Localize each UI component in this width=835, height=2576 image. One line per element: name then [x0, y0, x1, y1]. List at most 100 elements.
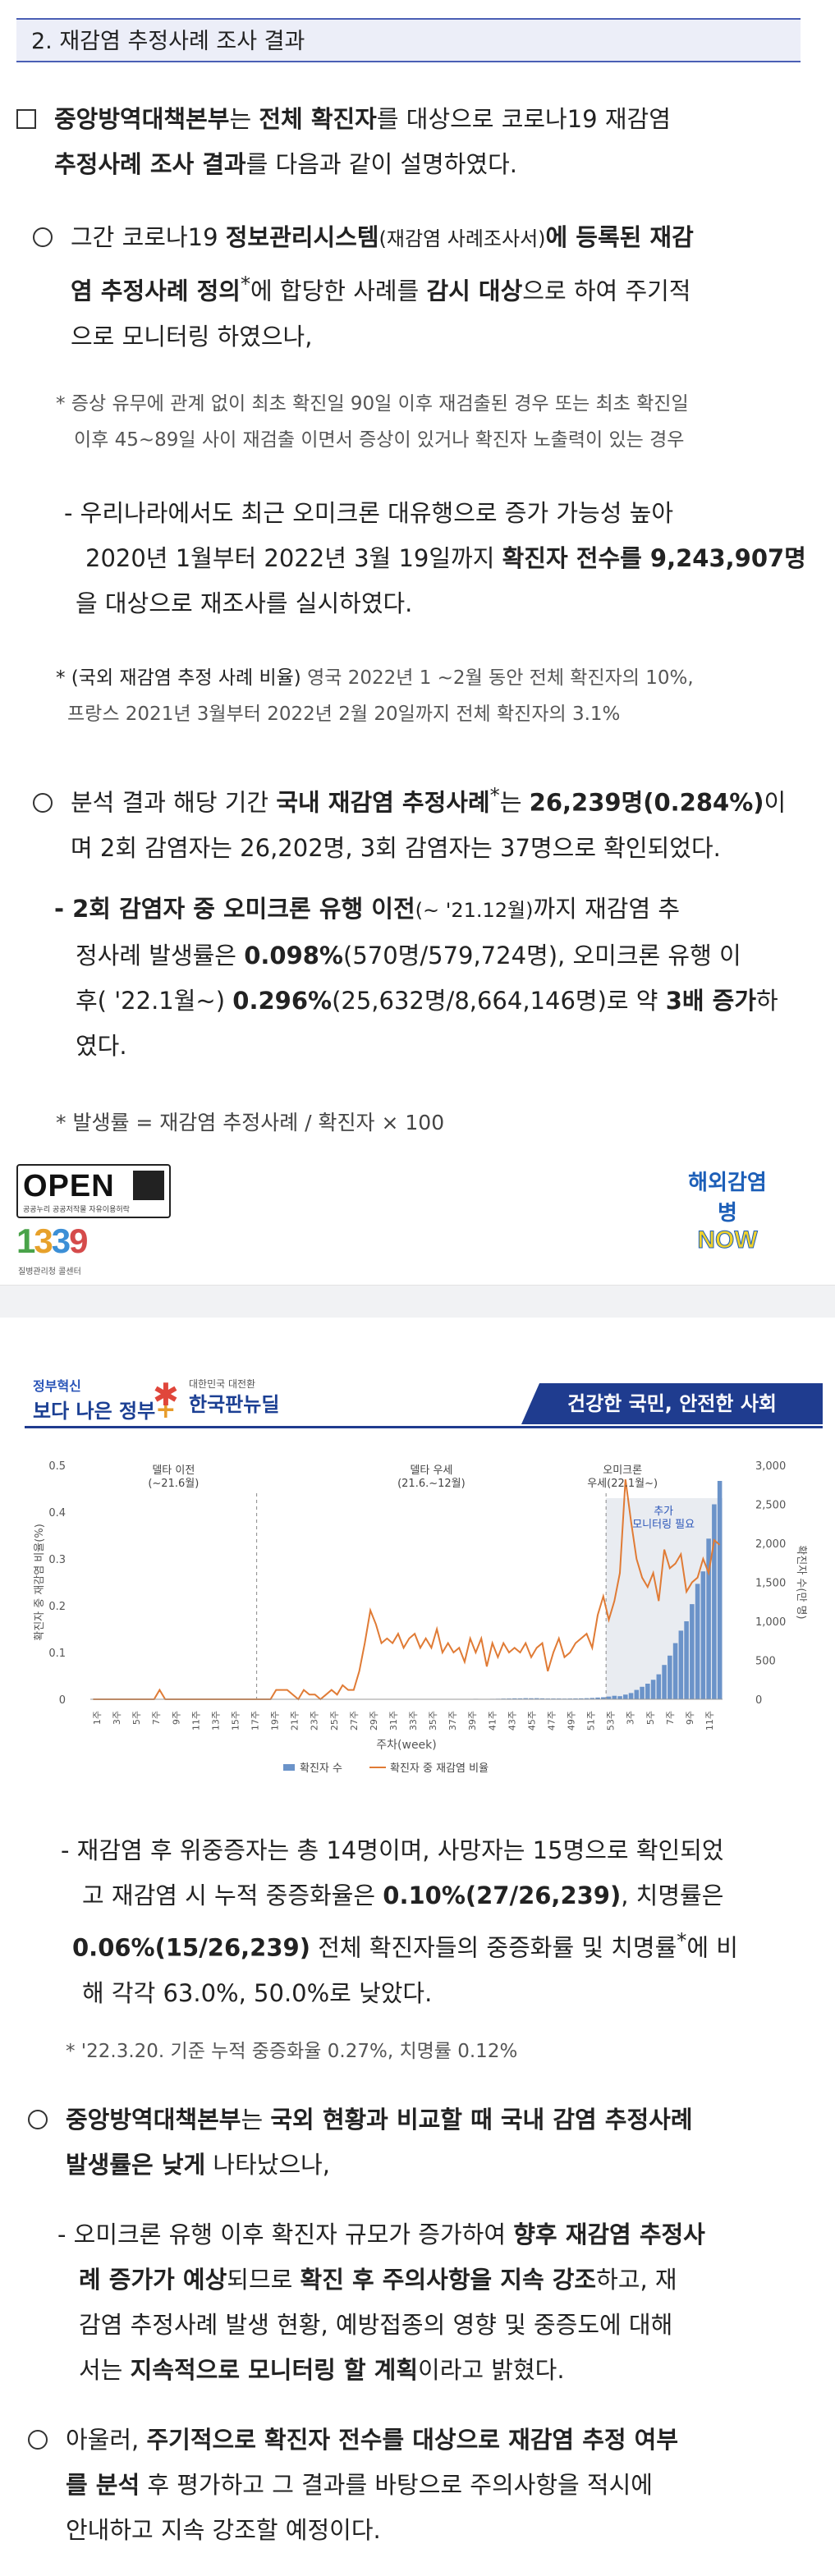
y-right-tick-label: 1,000 [755, 1616, 786, 1629]
item-text: 해 각각 63.0%, 50.0%로 낮았다. [82, 1978, 433, 2007]
bar-confirmed-cases [662, 1665, 667, 1699]
item-text: 며 2회 감염자는 26,202명, 3회 감염자는 37명으로 확인되었다. [71, 833, 721, 862]
reinfection-chart: 0 0.1 0.2 0.3 0.4 0.5 0 500 1,000 1,500 2,000 2,500… [34, 1460, 807, 1775]
item-text: 주기적으로 확진자 전수를 대상으로 재감염 추정 여부 [146, 2426, 679, 2454]
new-deal-logo-text: 한국판뉴딜 [189, 1393, 280, 1416]
x-tick-label: 5주 [645, 1711, 656, 1725]
bar-confirmed-cases [695, 1584, 700, 1699]
y-left-tick-label: 0.3 [48, 1554, 66, 1566]
bar-confirmed-cases [634, 1689, 640, 1699]
callcenter-subtext: 질병관리청 콜센터 [18, 1267, 81, 1277]
bar-confirmed-cases [573, 1698, 578, 1699]
bar-confirmed-cases [700, 1571, 706, 1699]
bar-confirmed-cases [684, 1621, 689, 1699]
section-title: 2. 재감염 추정사례 조사 결과 [16, 18, 801, 62]
item-text: 이 [764, 788, 787, 817]
x-tick-label: 35주 [428, 1711, 438, 1730]
new-deal-logo-text: 대한민국 대전환 [189, 1378, 256, 1390]
annotation-omicron: 오미크론 [603, 1464, 642, 1477]
x-tick-label: 9주 [171, 1711, 181, 1725]
annotation-monitoring: 모니터링 필요 [632, 1519, 695, 1531]
item-text: , 치명률은 [621, 1882, 724, 1909]
bar-confirmed-cases [539, 1698, 545, 1699]
item-text: 으로 하여 주기적 [522, 277, 691, 305]
circle-item-comparison: 중앙방역대책본부는 국외 현황과 비교할 때 국내 감염 추정사례 발생률은 낮… [28, 2097, 824, 2188]
item-text: 까지 재감염 추 [533, 895, 681, 923]
bar-confirmed-cases [590, 1698, 595, 1699]
circle-bullet-icon [33, 227, 53, 247]
item-text: 3배 증가 [665, 987, 757, 1015]
bar-confirmed-cases [712, 1504, 717, 1699]
item-text: 례 증가가 예상 [79, 2266, 227, 2294]
item-text: 아울러, [66, 2426, 147, 2454]
footnote-formula: * 발생률 = 재감염 추정사례 / 확진자 × 100 [56, 1111, 445, 1134]
item-text: 는 [241, 2106, 271, 2134]
footnote-foreign-ratio: * (국외 재감염 추정 사례 비율) 영국 2022년 1 ~2월 동안 전체… [56, 660, 819, 732]
bar-confirmed-cases [623, 1694, 628, 1699]
x-tick-label: 33주 [408, 1711, 419, 1730]
y-left-tick-label: 0.5 [48, 1460, 66, 1473]
annotation-delta-dominant: 델타 우세 [410, 1464, 452, 1477]
x-tick-label: 13주 [210, 1711, 221, 1730]
item-text: 발생률은 낮게 [66, 2151, 206, 2179]
item-text: - 재감염 후 위중증자는 총 14명이며, 사망자는 15명으로 확인되었 [61, 1836, 724, 1864]
x-tick-label: 31주 [388, 1711, 399, 1730]
item-text: 는 [499, 788, 530, 817]
x-tick-label: 49주 [567, 1711, 577, 1730]
item-text: 후( '22.1월~) [76, 987, 233, 1015]
x-tick-label: 41주 [487, 1711, 498, 1730]
item-text: 향후 재감염 추정사 [513, 2221, 705, 2248]
y-left-tick-label: 0 [59, 1694, 66, 1707]
open-logo-text: OPEN [23, 1169, 115, 1203]
bar-confirmed-cases [534, 1698, 539, 1699]
item-text: 에 합당한 사례를 [250, 277, 427, 305]
y-right-tick-label: 500 [755, 1656, 776, 1668]
x-tick-label: 11주 [704, 1711, 715, 1730]
x-tick-label: 45주 [526, 1711, 537, 1730]
y-left-tick-label: 0.4 [48, 1507, 66, 1519]
annotation-monitoring: 추가 [654, 1506, 673, 1518]
bar-confirmed-cases [512, 1698, 517, 1699]
item-text: * [677, 1929, 687, 1952]
x-tick-label: 17주 [250, 1711, 261, 1730]
y-right-tick-label: 2,500 [755, 1500, 786, 1512]
x-tick-label: 47주 [546, 1711, 557, 1730]
item-text: 2020년 1월부터 2022년 3월 19일까지 [85, 544, 502, 572]
x-tick-label: 19주 [270, 1711, 281, 1730]
x-tick-label: 51주 [586, 1711, 597, 1730]
x-tick-label: 1주 [92, 1711, 103, 1725]
x-tick-label: 21주 [290, 1711, 301, 1730]
bar-confirmed-cases [650, 1680, 656, 1699]
circle-item-monitoring: 그간 코로나19 정보관리시스템(재감염 사례조사서)에 등록된 재감 염 추정… [33, 215, 821, 360]
square-bullet-icon [16, 109, 36, 129]
bar-confirmed-cases [529, 1698, 534, 1699]
item-text: 전체 확진자들의 중증화률 및 치명률 [310, 1933, 677, 1962]
intro-text: 중앙방역대책본부 [54, 105, 230, 133]
overseas-infection-now-logo: 해외감염병 NOW [686, 1166, 768, 1254]
y-right-tick-label: 3,000 [755, 1460, 786, 1473]
bar-confirmed-cases [645, 1684, 650, 1699]
x-tick-label: 3주 [112, 1711, 122, 1725]
dash-item-plan: - 오미크론 유행 이후 확진자 규모가 증가하여 향후 재감염 추정사 례 증… [57, 2212, 824, 2393]
bar-confirmed-cases [578, 1698, 584, 1699]
note-text: 프랑스 2021년 3월부터 2022년 2월 20일까지 전체 확진자의 3.… [67, 704, 621, 725]
y-right-tick-label: 1,500 [755, 1578, 786, 1590]
bar-confirmed-cases [690, 1604, 695, 1699]
x-tick-label: 11주 [190, 1711, 201, 1730]
item-text: 감시 대상 [426, 277, 523, 305]
x-tick-label: 15주 [230, 1711, 241, 1730]
item-text: - 오미크론 유행 이후 확진자 규모가 증가하여 [57, 2221, 514, 2248]
item-text: - 우리나라에서도 최근 오미크론 대유행으로 증가 가능성 높아 [64, 499, 673, 527]
footnote-baseline-rates: * '22.3.20. 기준 누적 중증화율 0.27%, 치명률 0.12% [66, 2041, 518, 2062]
item-text: 고 재감염 시 누적 중증화율은 [82, 1882, 383, 1909]
y-left-tick-label: 0.1 [48, 1648, 66, 1660]
item-text: (570명/579,724명), 오미크론 유행 이 [343, 942, 741, 969]
y-right-tick-label: 0 [755, 1694, 762, 1707]
x-tick-label: 9주 [685, 1711, 695, 1725]
item-text: 국외 현황과 비교할 때 국내 감염 추정사례 [270, 2106, 693, 2134]
x-tick-label: 3주 [626, 1711, 636, 1725]
x-tick-label: 5주 [131, 1711, 142, 1725]
bar-confirmed-cases [606, 1696, 612, 1699]
x-tick-label: 29주 [369, 1711, 379, 1730]
item-text: 0.098% [244, 942, 343, 969]
